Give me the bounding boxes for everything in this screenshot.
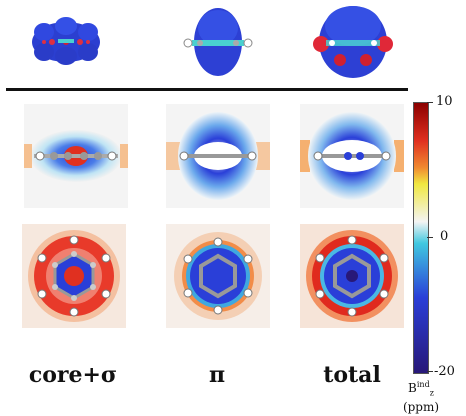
column-label-core-sigma: core+σ [8,362,138,388]
colorbar [413,102,429,374]
colorbar-tickmark-zero [427,237,433,238]
isosurface-core-sigma [30,10,102,70]
field-map-top-core-sigma [22,224,126,328]
colorbar-label-symbol: B [408,381,417,395]
field-map-side-total [300,104,404,208]
colorbar-label-unit: (ppm) [403,400,439,414]
field-map-top-pi [166,224,270,328]
section-divider [6,88,408,91]
colorbar-label-sup: ind [417,380,430,389]
colorbar-tickmark-bottom [427,371,433,372]
colorbar-tick-neg20: -20 [434,364,455,379]
field-map-side-core-sigma [24,104,128,208]
isosurface-pi [178,6,258,78]
colorbar-tick-10: 10 [436,94,453,109]
colorbar-label: Bindz (ppm) [396,378,446,414]
colorbar-tickmark-top [427,102,433,103]
colorbar-tick-0: 0 [440,229,448,244]
colorbar-label-sub: z [430,388,434,397]
field-map-top-total [300,224,404,328]
isosurface-total [310,4,396,80]
column-label-pi: π [152,362,282,388]
field-map-side-pi [166,104,270,208]
